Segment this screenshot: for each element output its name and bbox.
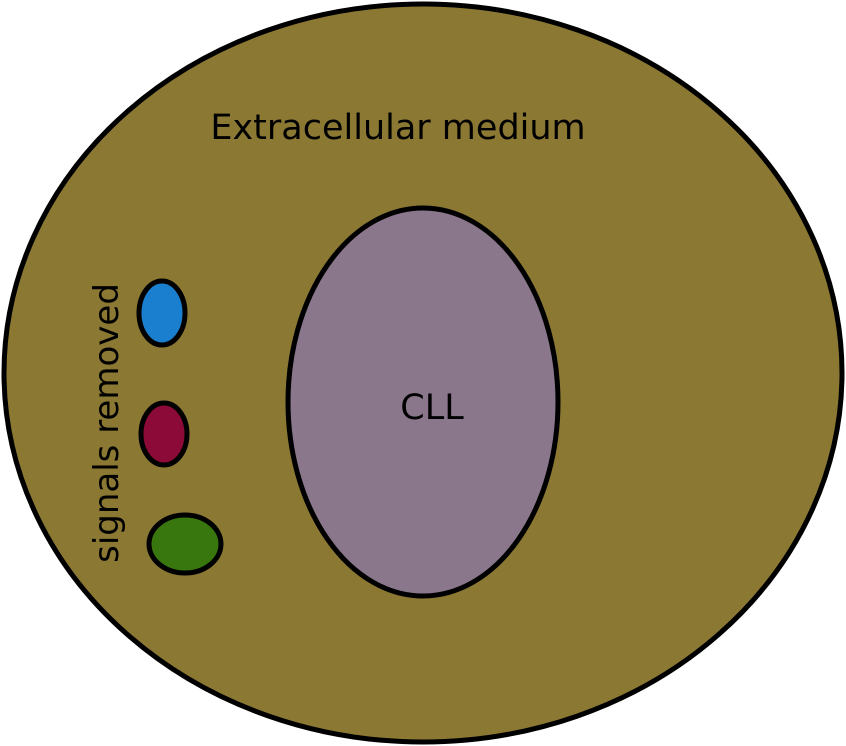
cll-cell-ellipse <box>285 205 561 599</box>
cll-label: CLL <box>400 388 464 428</box>
signals-removed-label: signals removed <box>87 283 127 563</box>
extracellular-medium-label: Extracellular medium <box>210 108 585 148</box>
green-signal <box>146 512 224 576</box>
red-signal <box>138 400 190 468</box>
blue-signal <box>136 278 188 348</box>
